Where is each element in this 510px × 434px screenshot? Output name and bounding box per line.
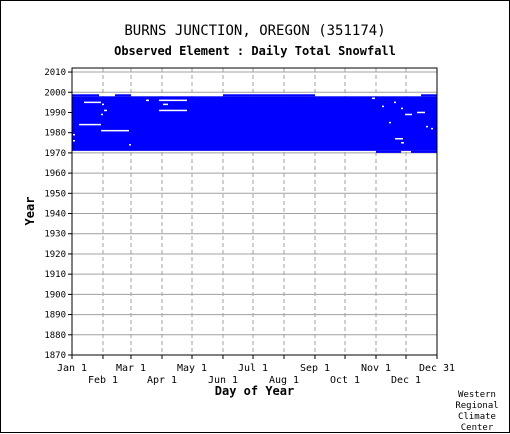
x-tick-label: Feb 1 xyxy=(88,375,118,386)
data-coverage-block xyxy=(411,150,437,153)
data-coverage-block xyxy=(72,96,437,151)
credit-line: Regional xyxy=(455,401,499,411)
credit-line: Western xyxy=(458,390,496,400)
missing-data-layer xyxy=(73,97,433,146)
missing-data-mark xyxy=(73,133,75,136)
chart-title: BURNS JUNCTION, OREGON (351174) xyxy=(124,23,386,39)
missing-data-mark xyxy=(73,140,75,142)
x-axis-title: Day of Year xyxy=(215,384,294,398)
missing-data-mark xyxy=(102,103,104,106)
axes xyxy=(68,67,438,359)
x-tick-label: Dec 1 xyxy=(391,375,421,386)
data-coverage-block xyxy=(115,94,131,97)
data-coverage-block xyxy=(72,94,99,97)
y-tick-label: 1920 xyxy=(44,250,66,260)
missing-data-mark xyxy=(394,101,396,104)
y-tick-label: 1880 xyxy=(44,331,66,341)
missing-data-mark xyxy=(431,127,433,130)
y-tick-label: 1980 xyxy=(44,129,66,139)
x-tick-label: Aug 1 xyxy=(269,375,299,386)
y-tick-label: 1970 xyxy=(44,149,66,159)
y-tick-label: 1940 xyxy=(44,210,66,220)
y-tick-label: 1960 xyxy=(44,169,66,179)
x-tick-label: Oct 1 xyxy=(330,375,360,386)
chart-subtitle: Observed Element : Daily Total Snowfall xyxy=(114,44,396,58)
plot-border xyxy=(71,67,438,356)
missing-data-mark xyxy=(84,101,101,104)
y-tick-label: 1950 xyxy=(44,189,66,199)
data-coverage-block xyxy=(223,94,315,97)
y-tick-label: 1890 xyxy=(44,311,66,321)
x-tick-label: Jan 1 xyxy=(57,363,87,374)
x-tick-label: Apr 1 xyxy=(147,375,177,386)
missing-data-mark xyxy=(372,97,375,100)
y-tick-label: 1910 xyxy=(44,270,66,280)
grid-lines xyxy=(72,68,437,356)
y-tick-label: 1990 xyxy=(44,108,66,118)
missing-data-mark xyxy=(382,105,384,108)
y-tick-label: 1900 xyxy=(44,290,66,300)
x-tick-label: Jul 1 xyxy=(238,363,268,374)
missing-data-mark xyxy=(401,107,403,110)
credit-line: Climate xyxy=(458,412,496,422)
y-tick-label: 1930 xyxy=(44,230,66,240)
axis-labels: 1870 1880 1890 1900 1910 1920 1930 1940 1950 1960… xyxy=(23,68,455,398)
missing-data-mark xyxy=(426,125,428,128)
credit-line: Center xyxy=(460,423,494,433)
missing-data-mark xyxy=(395,137,403,140)
missing-data-mark xyxy=(401,142,404,144)
missing-data-mark xyxy=(389,121,391,124)
wrcc-credit: Western Regional Climate Center xyxy=(447,390,507,434)
missing-data-mark xyxy=(104,109,107,112)
missing-data-mark xyxy=(163,103,168,106)
missing-data-mark xyxy=(417,111,425,114)
missing-data-mark xyxy=(129,144,131,146)
y-tick-label: 2000 xyxy=(44,88,66,98)
data-coverage-block xyxy=(421,94,437,97)
missing-data-mark xyxy=(159,109,187,112)
x-tick-label: Nov 1 xyxy=(361,363,391,374)
data-coverage-block xyxy=(376,150,401,153)
missing-data-mark xyxy=(101,113,103,116)
y-tick-label: 1870 xyxy=(44,351,66,361)
x-tick-label: Mar 1 xyxy=(116,363,146,374)
data-layer xyxy=(72,94,437,153)
missing-data-mark xyxy=(405,113,412,116)
missing-data-mark xyxy=(146,99,149,102)
y-tick-label: 2010 xyxy=(44,68,66,78)
x-tick-label: May 1 xyxy=(177,363,207,374)
x-tick-label: Sep 1 xyxy=(300,363,330,374)
missing-data-mark xyxy=(101,129,129,132)
missing-data-mark xyxy=(79,123,101,126)
x-tick-label: Jun 1 xyxy=(208,375,238,386)
missing-data-mark xyxy=(159,99,187,102)
y-axis-title: Year xyxy=(23,197,37,226)
x-tick-label: Dec 31 xyxy=(419,363,455,374)
